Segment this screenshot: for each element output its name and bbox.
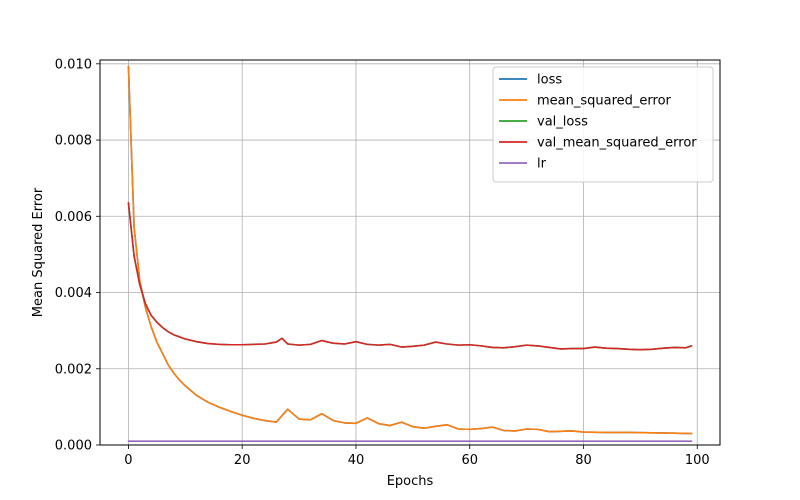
legend-label: lr: [537, 157, 547, 172]
y-axis-label: Mean Squared Error: [31, 187, 46, 317]
legend: loss mean_squared_error val_loss val_mean_s…: [492, 66, 714, 183]
y-tick-label: 0.010: [55, 57, 92, 72]
x-tick-label: 60: [461, 453, 478, 468]
y-tick-label: 0.002: [55, 362, 92, 377]
legend-label: mean_squared_error: [537, 94, 672, 109]
y-tick-label: 0.000: [55, 439, 92, 454]
series-line-mean-squared-error: [127, 65, 693, 435]
x-tick-label: 100: [685, 453, 710, 468]
x-tick-label: 20: [234, 453, 251, 468]
x-tick-label: 80: [575, 453, 592, 468]
plot-frame: [99, 59, 721, 446]
y-tick-label: 0.008: [55, 134, 92, 149]
legend-label: val_loss: [537, 115, 588, 130]
series-line-val-mean-squared-error: [127, 202, 693, 351]
y-tick-label: 0.004: [55, 286, 92, 301]
x-tick-label: 0: [124, 453, 132, 468]
x-axis-label: Epochs: [387, 474, 434, 489]
legend-box: [492, 66, 714, 183]
legend-label: val_mean_squared_error: [537, 136, 697, 151]
legend-label: loss: [537, 73, 562, 88]
x-tick-label: 40: [348, 453, 365, 468]
ticks: 0 20 40 60 80 100 0.000 0.002 0.004 0.006 0.008 0.0…: [55, 57, 710, 468]
series-layer: [127, 65, 693, 442]
y-tick-label: 0.006: [55, 210, 92, 225]
